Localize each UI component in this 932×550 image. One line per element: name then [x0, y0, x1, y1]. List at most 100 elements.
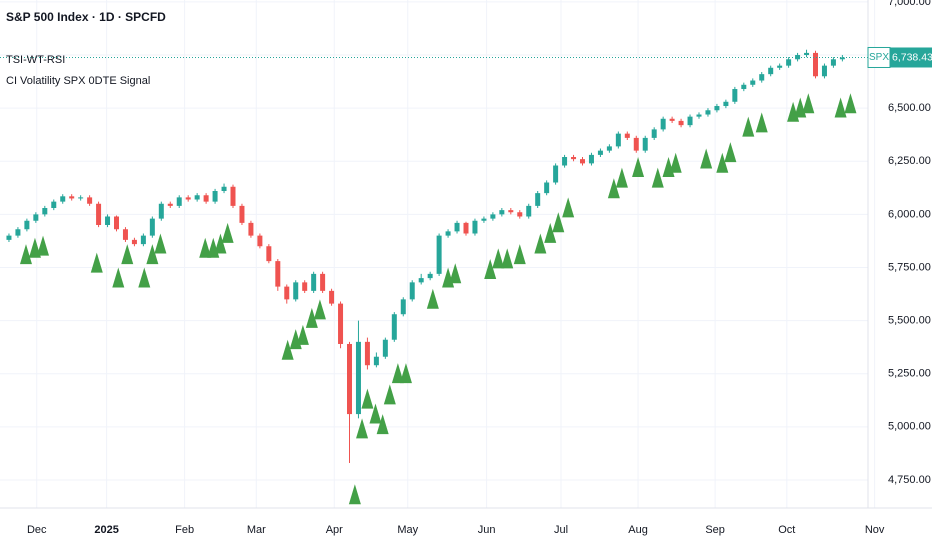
y-tick-label: 6,250.00: [888, 155, 931, 167]
x-tick-label: Sep: [705, 524, 725, 536]
candle-body: [311, 273, 317, 291]
candle-body: [436, 235, 442, 274]
candle-body: [813, 52, 818, 77]
candle-body: [830, 59, 836, 66]
candle-body: [15, 229, 21, 236]
signal-marker: [399, 363, 412, 384]
x-tick-label: Oct: [778, 524, 795, 536]
candle-body: [454, 222, 460, 232]
y-tick-label: 5,250.00: [888, 368, 931, 380]
candle-body: [741, 84, 747, 90]
candle-body: [329, 290, 335, 304]
candle-body: [418, 278, 424, 283]
y-tick-label: 4,750.00: [888, 474, 931, 486]
y-tick-label: 5,500.00: [888, 315, 931, 327]
signal-marker: [154, 233, 167, 254]
axes: 4,750.00 5,000.00 5,250.00 5,500.00 5,750.00…: [27, 0, 932, 536]
candle-body: [705, 110, 711, 115]
candle-body: [275, 261, 281, 287]
candle-body: [24, 220, 30, 230]
signal-marker: [281, 339, 294, 360]
candle-body: [804, 52, 810, 56]
signal-marker: [305, 307, 318, 328]
candle-body: [651, 129, 657, 138]
candle-body: [615, 133, 621, 147]
y-tick-label: 7,000.00: [888, 0, 931, 8]
candle-body: [588, 154, 594, 164]
candle-body: [714, 106, 720, 111]
candle-body: [96, 203, 102, 225]
candle-body: [320, 273, 326, 291]
candle-body: [131, 239, 137, 245]
plot: [0, 49, 868, 505]
candle-body: [795, 55, 801, 60]
signal-marker: [369, 403, 382, 424]
candle-body: [347, 343, 352, 415]
candle-body: [472, 220, 478, 234]
candle-body: [364, 341, 370, 366]
candle-body: [284, 286, 290, 300]
signal-marker: [716, 152, 729, 173]
y-tick-label: 5,750.00: [888, 261, 931, 273]
candle-body: [257, 235, 263, 247]
signal-marker: [544, 222, 557, 243]
candle-body: [759, 74, 765, 81]
x-tick-label: Jun: [478, 524, 496, 536]
candle-body: [597, 150, 603, 155]
signal-marker: [376, 414, 389, 435]
candle-body: [786, 59, 792, 66]
signal-marker: [221, 222, 234, 243]
signal-marker: [19, 244, 32, 265]
signal-marker: [146, 244, 159, 265]
candle-body: [571, 157, 577, 160]
x-tick-label: 2025: [94, 524, 118, 536]
candle-body: [373, 356, 379, 366]
candle-body: [51, 201, 57, 209]
candle-body: [6, 235, 12, 240]
signal-marker: [90, 252, 103, 273]
candle-body: [78, 197, 84, 199]
candle-body: [87, 197, 93, 204]
candle-body: [580, 159, 585, 164]
x-tick-label: Apr: [326, 524, 343, 536]
y-tick-label: 5,000.00: [888, 421, 931, 433]
signal-marker: [513, 244, 526, 265]
price-badge: [890, 47, 932, 68]
signal-marker: [426, 288, 439, 309]
candle-body: [293, 282, 299, 300]
candle-body: [535, 193, 541, 206]
candle-body: [158, 203, 164, 219]
x-tick-label: Feb: [175, 524, 194, 536]
signal-marker: [755, 112, 768, 133]
candle-body: [490, 214, 496, 219]
signal-marker: [121, 244, 134, 265]
candle-body: [544, 182, 550, 194]
signal-marker: [742, 116, 755, 137]
candle-body: [606, 146, 612, 151]
signal-marker: [834, 97, 847, 118]
candle-body: [463, 222, 469, 234]
candle-body: [821, 65, 827, 77]
y-tick-label: 6,500.00: [888, 102, 931, 114]
signal-marker: [356, 418, 369, 439]
candle-body: [839, 57, 845, 60]
signal-marker: [112, 267, 125, 288]
signal-marker: [484, 258, 497, 279]
signal-marker: [844, 93, 857, 114]
signal-marker: [296, 324, 309, 345]
candle-body: [499, 210, 505, 215]
symbol-label: SPX: [869, 52, 889, 63]
candle-body: [382, 339, 388, 357]
candle-body: [114, 216, 119, 230]
signal-marker: [383, 384, 396, 405]
candle-body: [302, 282, 308, 291]
candle-body: [69, 196, 75, 199]
candle-body: [768, 67, 774, 75]
candle-body: [696, 114, 702, 117]
signal-marker: [669, 152, 682, 173]
candle-body: [203, 195, 209, 202]
candle-body: [562, 157, 568, 166]
candle-body: [167, 203, 173, 206]
